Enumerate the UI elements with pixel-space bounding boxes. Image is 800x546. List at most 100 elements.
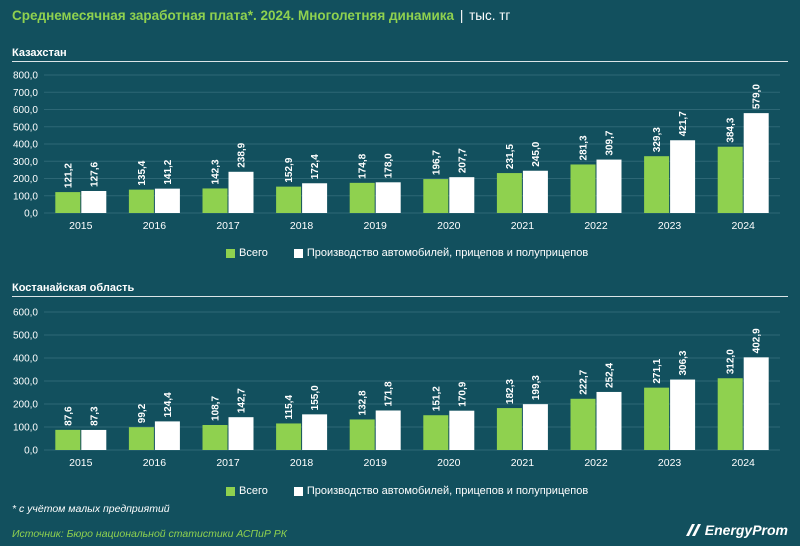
x-tick-label: 2020 [437,457,461,469]
title-separator: | [459,8,464,23]
bar-auto [154,421,180,450]
y-tick-label: 0,0 [24,446,38,457]
source-note: Источник: Бюро национальной статистики А… [12,528,287,540]
x-tick-label: 2018 [290,457,314,469]
y-tick-label: 100,0 [13,191,38,202]
legend-label: Всего [239,247,268,259]
bar-auto [302,414,328,450]
bar-total [202,188,228,213]
data-label: 271,1 [652,358,663,383]
y-tick-label: 200,0 [13,400,38,411]
y-tick-label: 100,0 [13,423,38,434]
data-label: 196,7 [431,150,442,175]
x-tick-label: 2016 [143,457,167,469]
data-label: 178,0 [384,153,395,178]
legend-label: Всего [239,485,268,497]
legend-item-total: Всего [226,247,268,259]
x-tick-label: 2024 [732,220,756,232]
x-tick-label: 2015 [69,457,93,469]
bar-total [496,173,522,213]
data-label: 99,2 [137,403,148,423]
data-label: 402,9 [752,328,763,353]
title-unit: тыс. тг [469,8,511,23]
bar-auto [522,404,548,450]
bar-total [276,186,302,213]
data-label: 155,0 [310,385,321,410]
data-label: 199,3 [531,375,542,400]
data-label: 207,7 [457,148,468,173]
data-label: 127,6 [89,162,100,187]
data-label: 281,3 [579,135,590,160]
legend-swatch-white [293,248,303,258]
chart-kostanay: 0,0 100,0 200,0 300,0 400,0 500,0 600,0 87,6 87,… [13,308,780,469]
data-label: 329,3 [652,127,663,152]
data-label: 87,6 [63,406,74,426]
bar-auto [228,171,254,213]
legend-kazakhstan: Всего Производство автомобилей, прицепов… [226,247,614,259]
panel-title-kazakhstan: Казахстан [12,47,67,59]
data-label: 115,4 [284,395,295,420]
bar-total [202,424,228,450]
data-label: 252,4 [605,362,616,387]
data-label: 124,4 [163,392,174,417]
legend-swatch-white [293,486,303,496]
bar-auto [154,188,180,213]
bar-auto [670,379,696,450]
legend-swatch-green [226,486,235,496]
legend-label: Производство автомобилей, прицепов и пол… [306,247,589,259]
x-tick-label: 2022 [584,457,608,469]
data-label: 384,3 [726,117,737,142]
data-label: 579,0 [752,84,763,109]
data-label: 108,7 [211,396,222,421]
data-label: 141,2 [163,159,174,184]
logo-icon [685,524,701,536]
data-label: 172,4 [310,154,321,179]
bar-auto [522,170,548,213]
footnote: * с учётом малых предприятий [12,503,170,515]
x-tick-label: 2024 [732,457,756,469]
bar-total [423,415,449,450]
data-label: 312,0 [726,349,737,374]
data-label: 245,0 [531,141,542,166]
data-label: 142,3 [211,159,222,184]
y-tick-label: 0,0 [24,209,38,220]
panel-title-kostanay: Костанайская область [12,282,135,294]
legend-kostanay: Всего Производство автомобилей, прицепов… [226,485,614,497]
y-tick-label: 800,0 [13,71,38,82]
y-tick-label: 300,0 [13,157,38,168]
brand-logo: EnergyProm [684,522,788,538]
bar-total [717,146,743,213]
x-tick-label: 2023 [658,457,682,469]
data-label: 87,3 [89,406,100,426]
data-label: 152,9 [284,157,295,182]
data-label: 309,7 [605,130,616,155]
bar-auto [375,410,401,450]
bar-auto [596,391,622,450]
bar-total [128,189,154,213]
panel-divider [12,296,788,297]
chart-kazakhstan: 0,0 100,0 200,0 300,0 400,0 500,0 600,0 700,0 80… [13,71,780,232]
bar-auto [375,182,401,213]
x-tick-label: 2018 [290,220,314,232]
x-tick-label: 2021 [511,220,535,232]
data-label: 421,7 [678,111,689,136]
legend-item-auto: Производство автомобилей, прицепов и пол… [293,247,589,259]
x-tick-label: 2017 [216,220,240,232]
bar-auto [743,113,769,213]
legend-item-auto: Производство автомобилей, прицепов и пол… [293,485,588,497]
x-tick-label: 2016 [143,220,167,232]
data-label: 306,3 [678,350,689,375]
legend-swatch-green [226,248,235,258]
y-tick-label: 700,0 [13,88,38,99]
bar-auto [449,177,475,213]
y-tick-label: 400,0 [13,140,38,151]
y-tick-label: 200,0 [13,174,38,185]
logo-text: EnergyProm [704,522,788,538]
data-label: 170,9 [457,381,468,406]
data-label: 142,7 [237,388,248,413]
bar-total [349,419,375,450]
bar-auto [302,183,328,213]
bar-total [496,408,522,450]
x-tick-label: 2019 [364,457,388,469]
bar-total [349,182,375,213]
